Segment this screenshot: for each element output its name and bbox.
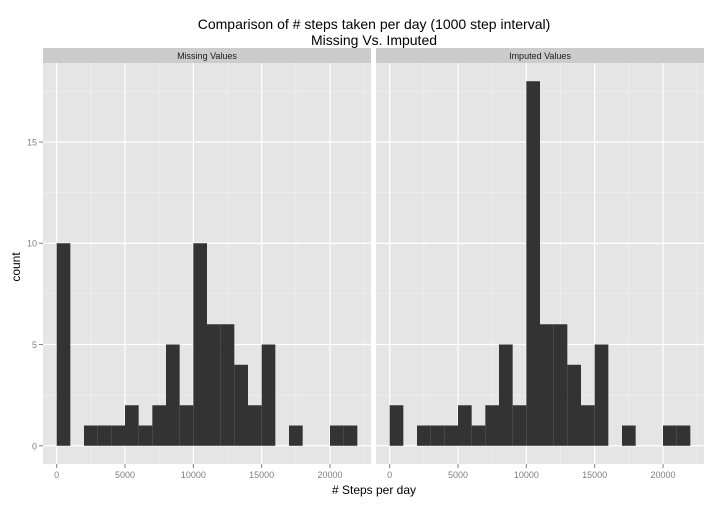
histogram-bar — [540, 324, 554, 446]
histogram-bar — [594, 344, 609, 446]
histogram-bar — [676, 425, 691, 446]
histogram-bar — [220, 324, 235, 446]
histogram-bar — [389, 405, 404, 446]
facet-strip-label: Missing Values — [177, 51, 237, 61]
histogram-bar — [512, 405, 527, 446]
chart-subtitle: Missing Vs. Imputed — [311, 32, 437, 48]
chart-title: Comparison of # steps taken per day (100… — [198, 16, 551, 32]
histogram-bar — [343, 425, 358, 446]
histogram-bar — [526, 81, 540, 446]
histogram-bar — [289, 425, 303, 446]
x-axis-label: # Steps per day — [332, 483, 416, 497]
x-tick-label: 15000 — [249, 470, 274, 480]
x-tick-label: 10000 — [181, 470, 206, 480]
histogram-bar — [207, 324, 221, 446]
facet-strip — [376, 48, 704, 63]
facet-panels: 0 5 10 15 Missing Values 0 5000 10000 15000 20000… — [27, 48, 704, 480]
histogram-bar — [581, 405, 595, 446]
histogram-bar — [179, 405, 194, 446]
x-tick-label: 10000 — [514, 470, 539, 480]
histogram-bar — [261, 344, 276, 446]
histogram-bar — [152, 405, 166, 446]
x-tick-label: 20000 — [317, 470, 342, 480]
histogram-bar — [444, 425, 458, 446]
histogram-bar — [138, 425, 153, 446]
histogram-bar — [458, 405, 472, 446]
x-tick-label: 15000 — [582, 470, 607, 480]
histogram-bar — [567, 364, 581, 446]
histogram-bar — [97, 425, 112, 446]
facet-panel: Missing Values 0 5000 10000 15000 20000 — [43, 48, 371, 480]
histogram-bar — [430, 425, 445, 446]
histogram-bar — [234, 364, 248, 446]
y-axis: 0 5 10 15 — [27, 137, 43, 451]
facet-strip-label: Imputed Values — [509, 51, 571, 61]
facet-panel: Imputed Values 0 5000 10000 15000 20000 — [376, 48, 704, 480]
histogram-bar — [56, 243, 71, 446]
histogram-bar — [471, 425, 486, 446]
y-tick-label: 5 — [32, 340, 37, 350]
histogram-bar — [485, 405, 499, 446]
x-tick-label: 5000 — [448, 470, 468, 480]
histogram-bar — [84, 425, 98, 446]
y-tick-label: 15 — [27, 137, 37, 147]
histogram-bar — [417, 425, 431, 446]
y-tick-label: 10 — [27, 239, 37, 249]
histogram-bar — [166, 344, 180, 446]
y-axis-label: count — [9, 252, 23, 282]
x-tick-label: 5000 — [115, 470, 135, 480]
histogram-bar — [499, 344, 513, 446]
facet-strip — [43, 48, 371, 63]
x-tick-label: 20000 — [650, 470, 675, 480]
x-tick-label: 0 — [54, 470, 59, 480]
histogram-bar — [248, 405, 262, 446]
x-tick-label: 0 — [387, 470, 392, 480]
histogram-bar — [111, 425, 125, 446]
histogram-bar — [125, 405, 139, 446]
histogram-bar — [193, 243, 207, 446]
y-tick-label: 0 — [32, 441, 37, 451]
histogram-bar — [330, 425, 344, 446]
histogram-bar — [622, 425, 636, 446]
histogram-bar — [663, 425, 677, 446]
histogram-bar — [553, 324, 568, 446]
